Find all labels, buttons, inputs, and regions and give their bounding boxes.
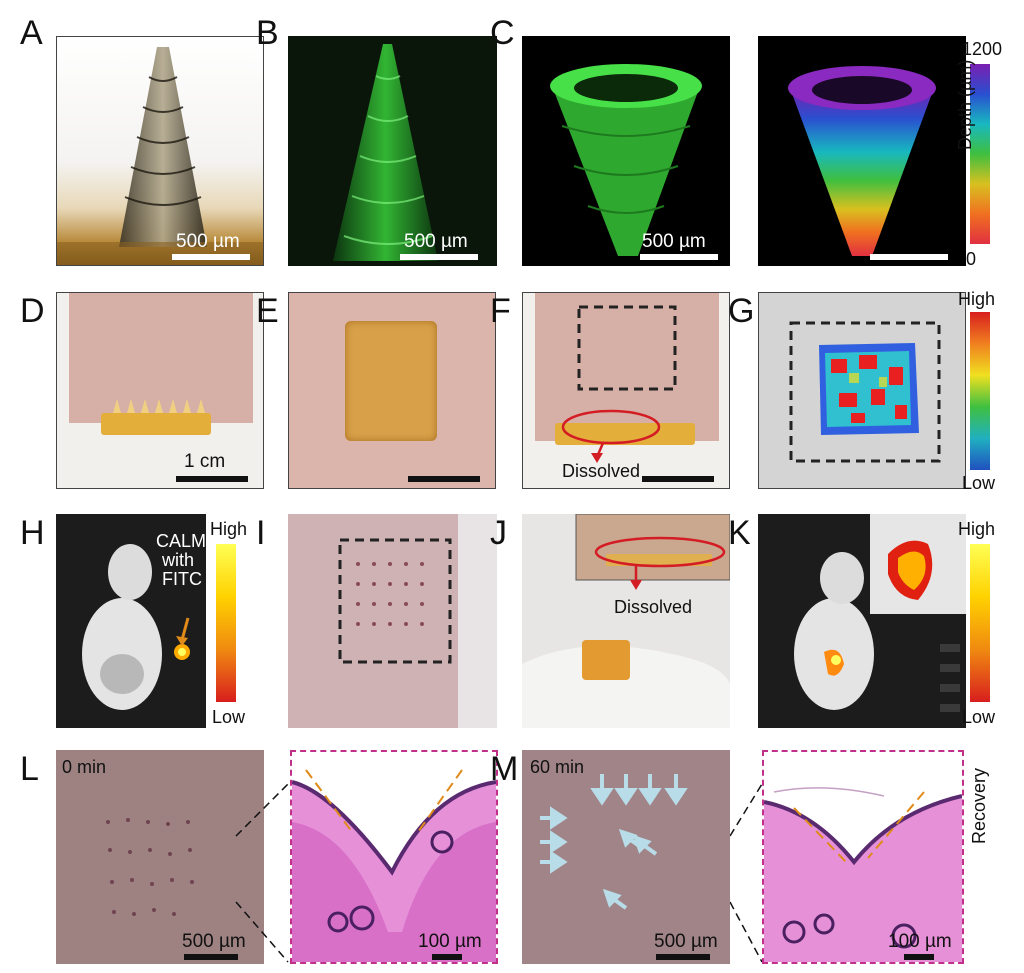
depth-colorbar-max: 1200 <box>962 39 1003 59</box>
panel-letter-i: I <box>256 514 266 552</box>
skin-sample-d <box>69 293 253 423</box>
skin-surface-l <box>106 818 194 916</box>
fluorescent-microneedle <box>333 44 438 261</box>
dissolved-label-f: Dissolved <box>562 461 641 481</box>
heatmap-colorbar-h <box>216 544 236 702</box>
colorbar-h-high: High <box>210 519 248 539</box>
depth-colorbar-min: 0 <box>966 249 977 269</box>
calm-label-line1: CALM <box>156 531 207 551</box>
scalebar-l <box>184 954 238 960</box>
he-stain-m <box>764 787 962 962</box>
panel-b-image <box>288 36 497 266</box>
3d-microneedle-depth <box>788 66 936 256</box>
panel-c-image-green <box>522 36 730 266</box>
scalebar-label-a: 500 µm <box>176 231 240 252</box>
mouse-h <box>82 544 190 710</box>
depth-colorbar <box>970 64 990 244</box>
mouse-wrapped-j <box>522 514 730 728</box>
skin-sample-f <box>535 293 719 441</box>
heatmap-colorbar-g <box>970 312 990 470</box>
patch-e <box>345 321 437 441</box>
panel-letter-j: J <box>490 514 507 552</box>
panel-letter-l: L <box>20 750 39 788</box>
fluorescence-heatmap-g <box>789 321 941 463</box>
panel-d-image <box>56 292 264 489</box>
scalebar-b <box>400 254 478 260</box>
scalebar-f <box>642 476 714 482</box>
panel-letter-f: F <box>490 292 511 330</box>
panel-letter-b: B <box>256 14 279 52</box>
skin-surface-m <box>540 774 688 910</box>
panel-letter-c: C <box>490 14 515 52</box>
panel-letter-k: K <box>728 514 751 552</box>
colorbar-g-high: High <box>958 289 996 309</box>
patch-d <box>101 413 211 435</box>
panel-m-image <box>522 750 730 964</box>
panel-letter-g: G <box>728 292 755 330</box>
panel-a-image <box>56 36 264 266</box>
time-label-l: 0 min <box>62 757 107 777</box>
panel-i-image <box>288 514 497 728</box>
dissolved-label-j: Dissolved <box>614 597 693 617</box>
scalebar-label-l-zoom: 100 µm <box>418 931 482 952</box>
panel-letter-a: A <box>20 14 43 52</box>
panel-j-image <box>522 514 730 728</box>
panel-letter-e: E <box>256 292 279 330</box>
scalebar-m-zoom <box>904 954 934 960</box>
panel-letter-m: M <box>490 750 519 788</box>
mouse-k <box>794 514 966 712</box>
panel-letter-h: H <box>20 514 45 552</box>
panel-f-image <box>522 292 730 489</box>
scalebar-label-d: 1 cm <box>184 451 226 472</box>
time-label-m: 60 min <box>530 757 585 777</box>
panel-l-image <box>56 750 264 964</box>
heatmap-colorbar-k <box>970 544 990 702</box>
colorbar-g-low: Low <box>962 473 996 493</box>
scalebar-a <box>172 254 250 260</box>
scalebar-label-m-zoom: 100 µm <box>888 931 952 952</box>
scalebar-d <box>176 476 248 482</box>
calm-fitc-label: CALM with FITC <box>156 531 207 589</box>
needles-d <box>113 399 205 413</box>
mouse-skin-i <box>338 514 497 728</box>
scalebar-m <box>656 954 710 960</box>
panel-letter-d: D <box>20 292 45 330</box>
he-stain-l <box>292 769 496 962</box>
scalebar-c <box>640 254 718 260</box>
panel-e-image <box>288 292 496 489</box>
depth-colorbar-title: Depth (µm) <box>955 59 975 150</box>
scalebar-l-zoom <box>432 954 462 960</box>
3d-microneedle-green <box>550 64 702 256</box>
panel-l-histology <box>290 750 498 964</box>
recovery-side-label: Recovery <box>969 767 989 844</box>
calm-label-line3: FITC <box>156 569 207 589</box>
panel-k-image <box>758 514 966 728</box>
panel-c-image-depth <box>758 36 966 266</box>
panel-m-histology <box>762 750 964 964</box>
colorbar-k-low: Low <box>962 707 996 727</box>
scalebar-c-right <box>870 254 948 260</box>
colorbar-h-low: Low <box>212 707 246 727</box>
scalebar-label-l: 500 µm <box>182 931 246 952</box>
scalebar-e <box>408 476 480 482</box>
colorbar-k-high: High <box>958 519 996 539</box>
scalebar-label-m: 500 µm <box>654 931 718 952</box>
calm-label-line2: with <box>156 550 207 570</box>
panel-g-image <box>758 292 966 489</box>
scalebar-label-b: 500 µm <box>404 231 468 252</box>
scalebar-label-c: 500 µm <box>642 231 706 252</box>
annotations-f <box>561 305 677 463</box>
